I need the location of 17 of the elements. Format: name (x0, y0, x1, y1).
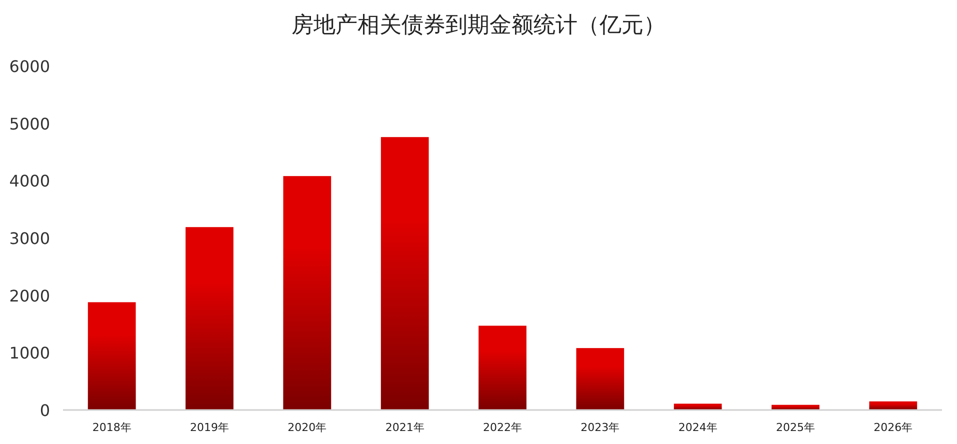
x-tick-label: 2024年 (678, 421, 718, 434)
x-tick-label: 2021年 (385, 421, 424, 434)
y-tick-label: 0 (40, 401, 50, 420)
x-tick-label: 2022年 (483, 421, 522, 434)
y-tick-label: 4000 (9, 172, 50, 191)
y-tick-label: 2000 (9, 286, 50, 306)
chart-title: 房地产相关债券到期金额统计（亿元） (292, 13, 666, 38)
y-tick-label: 1000 (9, 344, 50, 363)
x-tick-label: 2023年 (580, 421, 620, 434)
x-tick-label: 2018年 (92, 421, 132, 434)
x-tick-label: 2020年 (288, 421, 327, 434)
x-tick-label: 2026年 (874, 421, 913, 434)
x-tick-label: 2025年 (776, 421, 815, 434)
y-tick-label: 6000 (9, 57, 50, 76)
y-tick-label: 3000 (9, 229, 50, 248)
y-tick-label: 5000 (9, 114, 50, 134)
x-tick-label: 2019年 (190, 421, 229, 434)
